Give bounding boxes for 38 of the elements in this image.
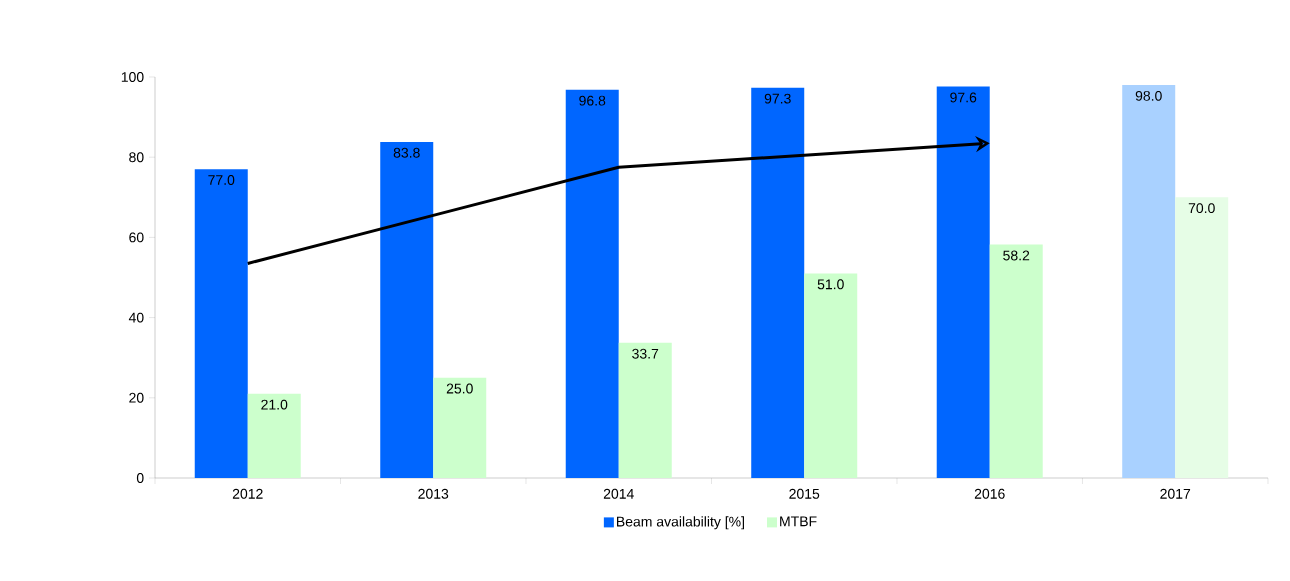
bar: [1175, 197, 1229, 478]
bar: [804, 273, 858, 478]
y-tick-label: 20: [129, 392, 144, 403]
bar: [1122, 85, 1176, 478]
data-label: 96.8: [579, 95, 606, 106]
data-label: 97.6: [950, 92, 977, 103]
bar: [194, 169, 248, 478]
x-tick-label: 2012: [232, 488, 263, 499]
legend-label: Beam availability [%]: [617, 516, 744, 530]
bar: [989, 244, 1043, 478]
data-label: 51.0: [817, 279, 844, 290]
y-tick-label: 100: [121, 72, 144, 82]
x-tick-label: 2014: [603, 488, 634, 499]
y-tick-label: 80: [129, 152, 144, 163]
data-label: 58.2: [1003, 250, 1030, 261]
bar: [247, 393, 301, 478]
data-label: 77.0: [208, 175, 235, 186]
data-label: 25.0: [446, 383, 473, 394]
legend-label: MTBF: [780, 516, 817, 527]
y-tick-label: 40: [128, 312, 144, 323]
x-tick-label: 2017: [1160, 488, 1191, 499]
data-label: 97.3: [764, 93, 791, 104]
bar: [565, 89, 619, 478]
bar: [936, 86, 990, 478]
x-tick-label: 2013: [418, 488, 449, 499]
y-tick-label: 0: [136, 473, 144, 483]
data-label: 21.0: [261, 399, 288, 410]
bar: [751, 87, 805, 478]
bar: [433, 377, 487, 478]
data-label: 33.7: [632, 348, 659, 359]
x-tick-label: 2016: [974, 488, 1005, 499]
bar: [380, 141, 434, 478]
y-tick-label: 60: [129, 232, 144, 243]
bar: [618, 342, 672, 478]
data-label: 98.0: [1135, 90, 1162, 101]
x-tick-label: 2015: [789, 488, 820, 499]
data-label: 83.8: [393, 147, 420, 158]
data-label: 70.0: [1188, 203, 1215, 214]
